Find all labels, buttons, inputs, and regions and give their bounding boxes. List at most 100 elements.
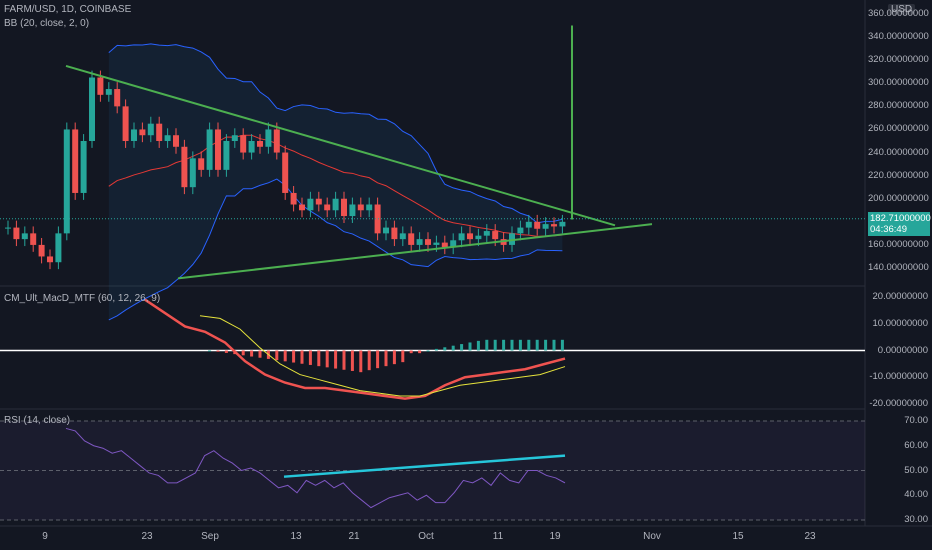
candle-body	[290, 192, 297, 205]
macd-histogram-bar	[258, 350, 262, 358]
candle-body	[467, 233, 473, 240]
macd-histogram-bar	[468, 342, 472, 351]
macd-histogram-bar	[384, 350, 388, 367]
macd-histogram-bar	[350, 350, 354, 371]
candle-body	[173, 135, 179, 147]
macd-label: CM_Ult_MacD_MTF (60, 12, 26, 9)	[4, 293, 161, 304]
macd-histogram-bar	[460, 344, 464, 351]
candle-body	[164, 135, 171, 141]
macd-histogram-bar	[426, 350, 430, 352]
candle-body	[189, 158, 196, 188]
macd-histogram-bar	[544, 339, 548, 351]
candle-body	[181, 146, 188, 188]
candle-body	[47, 256, 53, 263]
trendline-upper	[65, 64, 616, 227]
candle-body	[139, 129, 146, 136]
candle-body	[248, 141, 255, 153]
candle-body	[206, 129, 213, 170]
rsi-trendline	[283, 454, 566, 478]
candle-body	[198, 158, 205, 170]
macd-histogram-bar	[443, 347, 447, 351]
macd-histogram-bar	[535, 339, 539, 351]
macd-histogram-bar	[401, 350, 405, 363]
x-tick-label: Sep	[201, 531, 219, 542]
macd-histogram-bar	[283, 350, 287, 362]
macd-histogram-bar	[241, 350, 245, 356]
macd-histogram-bar	[409, 350, 413, 354]
candle-body	[525, 221, 532, 228]
y-tick-label: 320.00000000	[868, 54, 929, 66]
candle-body	[399, 233, 406, 240]
signal-line	[199, 315, 566, 397]
x-tick-label: Nov	[643, 531, 661, 542]
macd-histogram-bar	[518, 339, 522, 351]
x-tick-label: 19	[549, 531, 561, 542]
candle-body	[475, 235, 482, 240]
candle-body	[282, 152, 289, 193]
macd-histogram-bar	[367, 350, 371, 371]
symbol-label: FARM/USD, 1D, COINBASE	[4, 4, 132, 15]
candle-body	[80, 141, 87, 193]
macd-histogram-bar	[485, 339, 489, 351]
candle-body	[55, 233, 62, 263]
y-tick-label: 70.00	[904, 415, 928, 426]
candle-body	[458, 233, 465, 241]
macd-histogram-bar	[275, 350, 279, 361]
candle-body	[13, 227, 20, 240]
candle-body	[89, 77, 95, 141]
y-tick-label: 260.00000000	[868, 123, 929, 135]
rsi-line	[65, 427, 566, 509]
y-tick-label: 40.00	[904, 489, 928, 501]
candle-body	[315, 198, 322, 205]
y-tick-label: 280.00000000	[868, 100, 929, 112]
x-tick-label: 23	[804, 531, 816, 542]
y-tick-label: 160.00000000	[868, 238, 929, 250]
candle-body	[332, 198, 339, 211]
x-tick-label: 9	[42, 531, 48, 542]
candle-body	[5, 227, 11, 229]
rsi-band	[0, 421, 865, 520]
bb-lower	[108, 178, 563, 321]
y-tick-label: 140.00000000	[868, 262, 929, 273]
macd-histogram-bar	[224, 350, 228, 353]
x-tick-label: 23	[141, 531, 153, 542]
y-tick-label: 60.00	[904, 439, 928, 451]
macd-histogram-bar	[292, 350, 296, 363]
candle-body	[341, 198, 347, 217]
candle-body	[483, 231, 490, 236]
candle-body	[383, 227, 389, 234]
bb-fill	[108, 43, 563, 320]
candle-body	[97, 77, 104, 95]
x-tick-label: 11	[492, 531, 504, 542]
candle-body	[559, 221, 566, 227]
y-tick-label: 360.00000000	[868, 8, 929, 19]
macd-histogram-bar	[342, 350, 346, 370]
macd-histogram-bar	[552, 339, 556, 351]
candle-body	[349, 204, 356, 217]
candle-body	[30, 233, 37, 245]
y-tick-label: 340.00000000	[868, 31, 929, 43]
candle-body	[517, 227, 524, 234]
candle-body	[122, 106, 129, 141]
bb-label: BB (20, close, 2, 0)	[4, 18, 90, 29]
macd-histogram-bar	[451, 345, 455, 351]
macd-histogram-bar	[493, 339, 497, 351]
candle-body	[416, 239, 423, 245]
macd-histogram-bar	[250, 350, 254, 357]
candle-body	[492, 231, 499, 240]
macd-histogram-bar	[376, 350, 380, 369]
candle-body	[231, 135, 238, 141]
candle-body	[72, 129, 79, 193]
candle-body	[307, 198, 314, 211]
candle-body	[114, 89, 121, 107]
countdown-tag: 04:36:49	[868, 223, 930, 236]
candle-body	[105, 89, 112, 95]
candle-body	[324, 204, 331, 211]
x-tick-label: 21	[348, 531, 360, 542]
y-tick-label: 300.00000000	[868, 77, 929, 89]
currency-badge[interactable]: USD	[888, 4, 916, 15]
macd-histogram-bar	[216, 350, 220, 352]
candle-body	[391, 227, 398, 240]
